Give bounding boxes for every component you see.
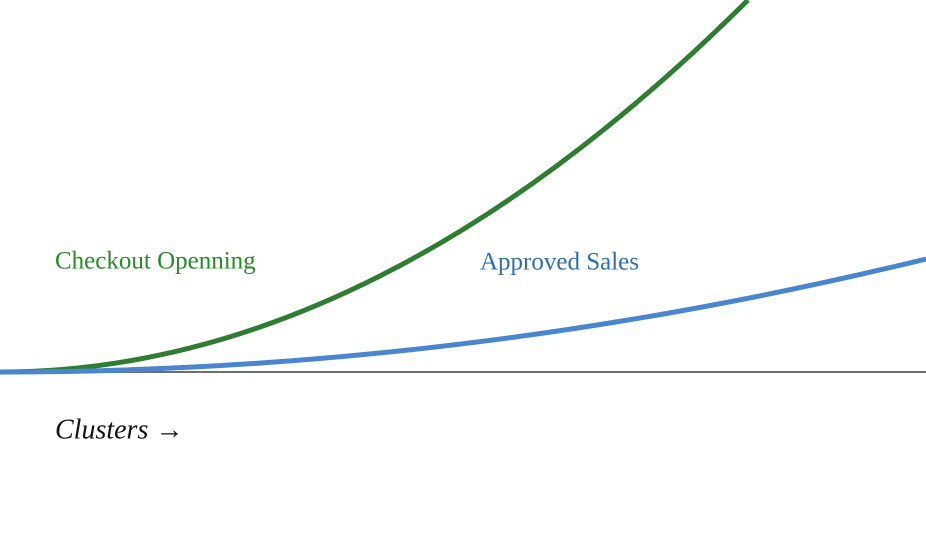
x-axis-label: Clusters → — [55, 414, 183, 445]
blue-curve-label: Approved Sales — [480, 249, 639, 276]
blue-curve — [0, 256, 926, 375]
green-curve — [0, 0, 750, 375]
green-curve-label: Checkout Openning — [55, 248, 256, 275]
